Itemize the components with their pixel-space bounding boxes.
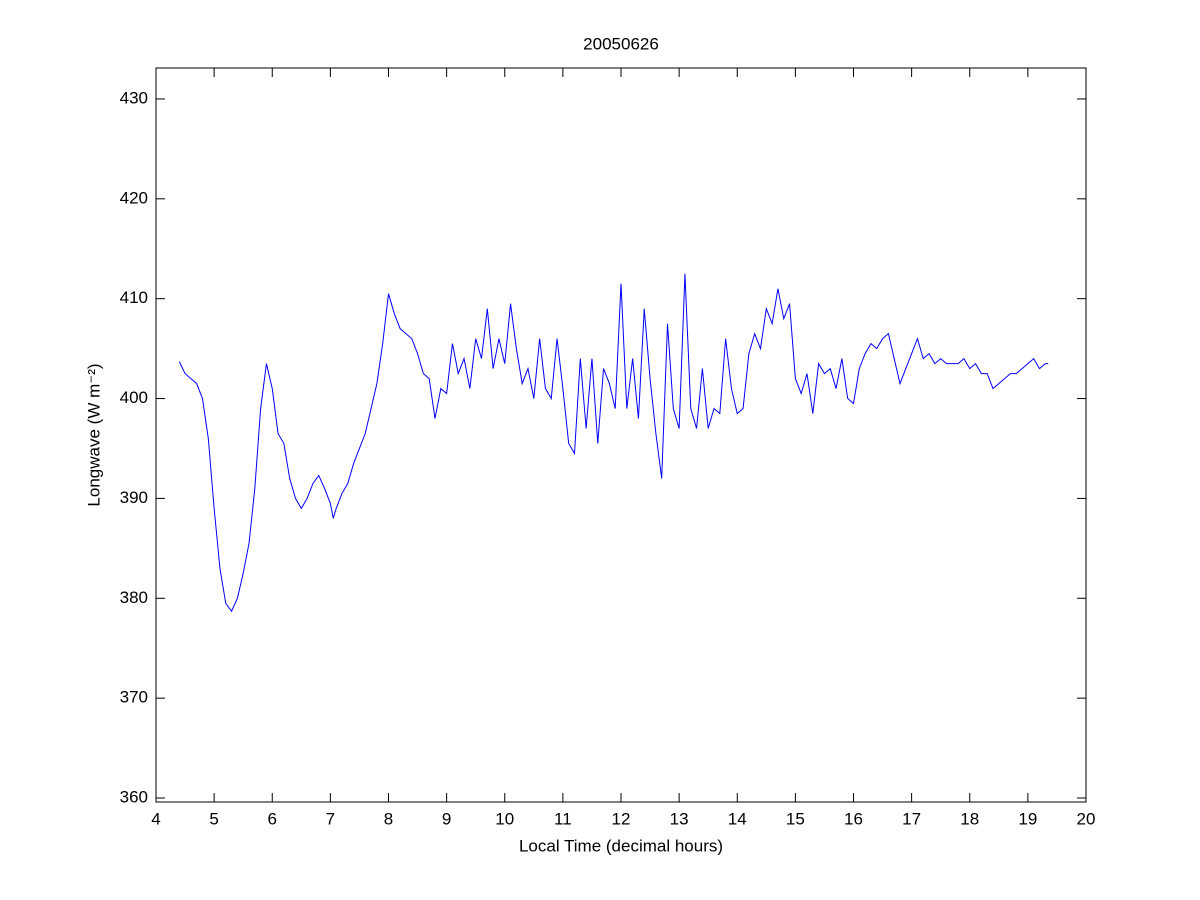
x-tick-label: 20	[1077, 809, 1096, 828]
plot-frame	[155, 67, 1087, 803]
x-tick-label: 9	[442, 809, 451, 828]
x-tick-label: 16	[844, 809, 863, 828]
data-line	[178, 273, 1049, 613]
x-tick-label: 18	[960, 809, 979, 828]
y-axis-label: Longwave (W m⁻²)	[84, 363, 103, 506]
y-tick-label: 430	[120, 88, 148, 107]
x-tick-label: 4	[151, 809, 160, 828]
x-tick-label: 14	[728, 809, 747, 828]
y-tick-label: 360	[120, 787, 148, 806]
x-tick-label: 17	[902, 809, 921, 828]
y-tick-label: 390	[120, 488, 148, 507]
x-tick-label: 7	[326, 809, 335, 828]
y-tick-label: 370	[120, 688, 148, 707]
x-tick-label: 8	[384, 809, 393, 828]
x-tick-label: 6	[268, 809, 277, 828]
x-tick-label: 19	[1018, 809, 1037, 828]
x-axis-label: Local Time (decimal hours)	[519, 836, 723, 855]
x-tick-label: 12	[612, 809, 631, 828]
x-tick-label: 5	[209, 809, 218, 828]
x-tick-label: 10	[495, 809, 514, 828]
chart-title: 20050626	[583, 34, 659, 53]
y-tick-label: 410	[120, 288, 148, 307]
y-tick-label: 400	[120, 388, 148, 407]
y-tick-label: 420	[120, 188, 148, 207]
x-tick-label: 13	[670, 809, 689, 828]
x-tick-label: 15	[786, 809, 805, 828]
y-tick-label: 380	[120, 588, 148, 607]
x-tick-label: 11	[554, 809, 572, 828]
